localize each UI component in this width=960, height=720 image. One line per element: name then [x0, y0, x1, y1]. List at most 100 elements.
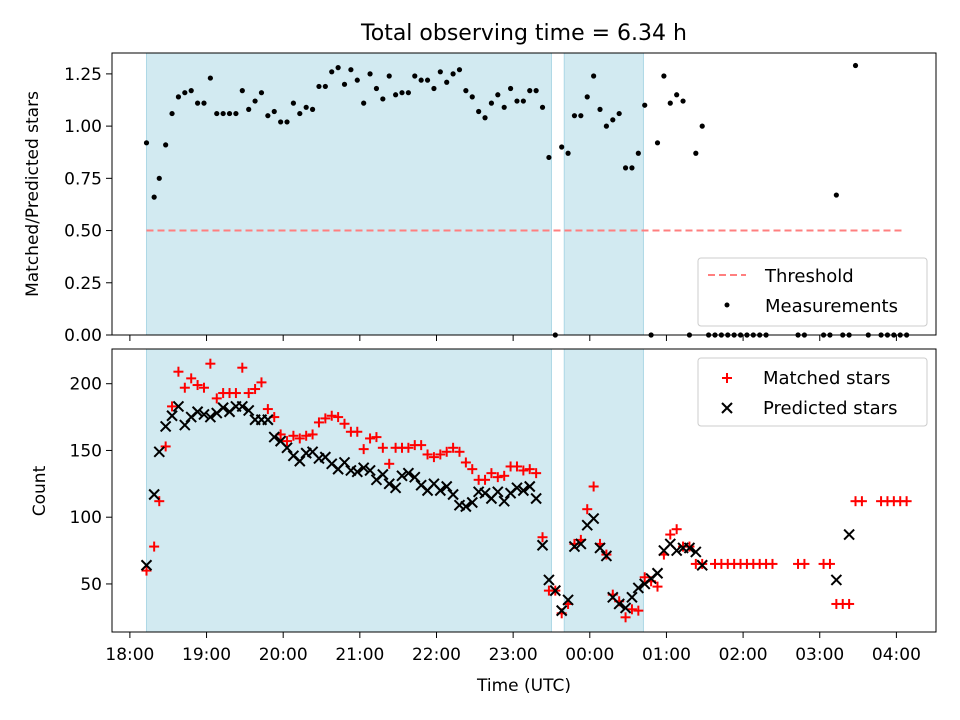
x-stroke-b [466, 496, 478, 509]
x-stroke-b [441, 480, 453, 493]
measurement-point [194, 100, 201, 106]
x-stroke-b [562, 594, 574, 606]
predicted-star-point [568, 540, 581, 553]
predicted-star-point [619, 602, 632, 614]
x-stroke-b [415, 479, 427, 491]
measurement-point [610, 117, 616, 123]
matched-star-point [480, 474, 491, 485]
top-panel-x-ticks [129, 335, 897, 341]
measurement-point [546, 154, 552, 161]
x-stroke-b [683, 542, 696, 554]
x-stroke-b [166, 410, 178, 422]
bottom-panel-y-label: Count [30, 465, 50, 516]
measurement-point [169, 110, 175, 117]
x-stroke-b [651, 567, 664, 579]
measurement-point [482, 115, 488, 121]
predicted-star-point [140, 559, 153, 571]
predicted-star-point [555, 604, 568, 617]
predicted-star-point [441, 480, 453, 493]
observing-window-band [564, 349, 644, 632]
matched-star-point [582, 504, 593, 515]
predicted-star-point [562, 594, 574, 606]
x-stroke-b [607, 591, 619, 603]
measurement-point [201, 100, 207, 106]
matched-star-point [333, 412, 344, 423]
top-panel-y-label: Matched/Predicted stars [23, 91, 43, 297]
predicted-star-point [632, 582, 645, 594]
predicted-star-point [696, 559, 708, 571]
matched-star-point [288, 430, 299, 441]
matched-star-point [243, 388, 254, 399]
x-stroke-b [351, 466, 363, 478]
matched-star-point [377, 442, 388, 453]
matched-star-point [173, 366, 184, 377]
x-tick-label: 01:00 [642, 645, 691, 665]
matched-star-point [371, 432, 382, 443]
measurement-point [341, 81, 348, 87]
x-stroke-b [498, 495, 510, 507]
matched-star-point [518, 465, 529, 476]
measurement-point [654, 140, 661, 146]
measurement-point [182, 90, 188, 96]
measurement-point [226, 110, 233, 117]
matched-star-point [856, 496, 867, 507]
measurement-point [258, 90, 265, 96]
x-stroke-b [191, 406, 204, 418]
top-panel-frame [111, 52, 937, 336]
measurement-point [622, 165, 629, 171]
predicted-star-point [198, 408, 210, 421]
measurement-point [418, 77, 424, 83]
matched-star-point [211, 393, 222, 404]
measurement-point [642, 102, 648, 108]
predicted-star-point [447, 488, 459, 501]
measurement-point [373, 85, 380, 92]
x-stroke-b [204, 411, 217, 423]
measurement-point [271, 108, 277, 115]
measurement-point [559, 144, 565, 150]
measurement-point [354, 77, 360, 83]
matched-star-point [326, 410, 337, 421]
predicted-star-point [357, 462, 370, 474]
legend-threshold-label: Threshold [764, 266, 854, 287]
measurement-point [680, 98, 686, 104]
measurement-point [635, 150, 641, 156]
y-tick-label: 150 [70, 441, 102, 461]
matched-star-point [384, 458, 395, 469]
x-stroke-b [619, 602, 632, 614]
matched-star-point [428, 452, 439, 463]
x-tick-label: 04:00 [872, 645, 921, 665]
x-tick-label: 18:00 [105, 645, 154, 665]
predicted-star-point [492, 486, 504, 498]
predicted-star-point [217, 402, 229, 414]
predicted-star-point [409, 471, 421, 483]
matched-star-point [192, 380, 203, 391]
x-stroke-b [600, 550, 613, 562]
measurement-point [667, 100, 673, 106]
legend-matched-label: Matched stars [763, 368, 890, 389]
measurement-point [833, 192, 839, 198]
predicted-star-point [396, 470, 408, 482]
predicted-star-point [268, 431, 280, 443]
top-panel: 0.00 0.25 0.50 0.75 1.00 1.25 Matched/Predict… [23, 52, 937, 346]
predicted-star-point [434, 484, 447, 497]
measurement-point [278, 119, 284, 125]
matched-star-point [422, 449, 433, 460]
matched-star-point [256, 377, 267, 388]
y-tick-label: 1.25 [64, 65, 102, 85]
x-stroke-b [530, 492, 542, 505]
x-tick-label: 19:00 [182, 645, 231, 665]
x-stroke-b [409, 471, 421, 483]
measurement-point [591, 73, 597, 79]
measurement-point [214, 110, 220, 117]
measurement-point [661, 73, 667, 79]
measurement-point [571, 113, 578, 119]
observing-window-band [146, 349, 552, 632]
bottom-panel-marks [140, 358, 912, 623]
matched-star-point [511, 461, 522, 472]
matched-star-point [237, 362, 248, 373]
matched-star-point [639, 572, 650, 583]
predicted-star-point [389, 482, 402, 494]
x-stroke-b [140, 559, 153, 571]
measurement-point [386, 73, 392, 79]
matched-star-point [620, 612, 631, 623]
